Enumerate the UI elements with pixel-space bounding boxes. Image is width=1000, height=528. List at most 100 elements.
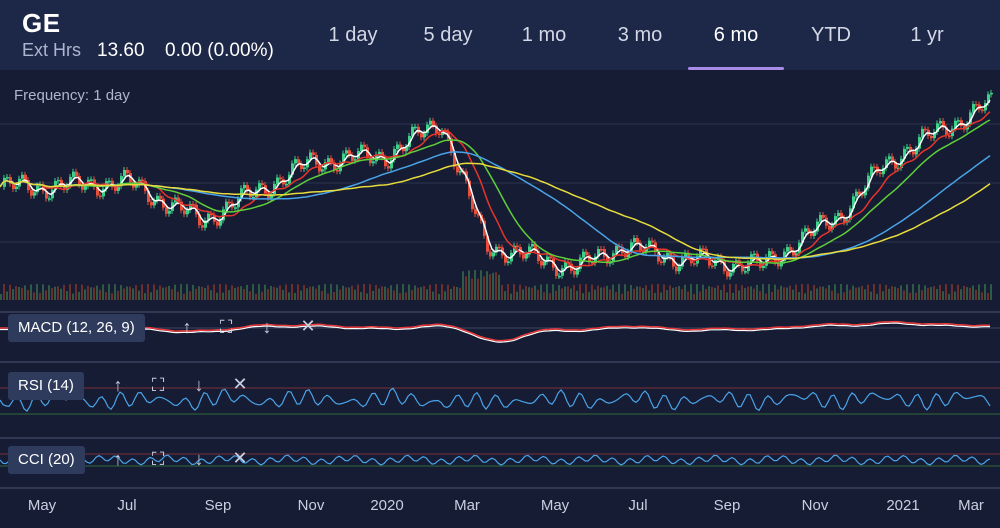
volume-bar	[600, 287, 602, 300]
volume-bar	[300, 290, 302, 300]
volume-bar	[156, 289, 158, 300]
volume-bar	[492, 272, 494, 300]
volume-bar	[858, 287, 860, 300]
arrow-up-icon[interactable]: ↑	[182, 317, 192, 337]
candle	[762, 265, 765, 268]
candle	[882, 168, 885, 175]
candle	[261, 183, 264, 186]
volume-bar	[837, 293, 839, 300]
moving-average-line	[0, 99, 991, 273]
volume-bar	[231, 285, 233, 300]
volume-bar	[174, 284, 176, 300]
candle	[309, 152, 312, 160]
volume-bar	[510, 293, 512, 300]
volume-bar	[528, 287, 530, 300]
expand-icon[interactable]: ⛶	[151, 375, 165, 395]
volume-bar	[756, 284, 758, 300]
volume-bar	[417, 287, 419, 300]
price-chart[interactable]	[0, 70, 1000, 528]
tab-3-mo[interactable]: 3 mo	[617, 24, 663, 46]
candle	[201, 225, 204, 228]
tab-1-yr[interactable]: 1 yr	[910, 24, 944, 46]
volume-bar	[777, 289, 779, 300]
candle	[273, 184, 276, 194]
candle	[330, 158, 333, 163]
volume-bar	[558, 285, 560, 300]
volume-bar	[579, 284, 581, 300]
volume-bar	[522, 289, 524, 300]
volume-bar	[432, 291, 434, 300]
candle	[672, 257, 675, 267]
close-icon[interactable]: ✕	[232, 448, 248, 468]
volume-bar	[759, 291, 761, 300]
volume-bar	[306, 288, 308, 300]
cci-label[interactable]: CCI (20)	[8, 446, 85, 474]
volume-bar	[723, 284, 725, 300]
arrow-down-icon[interactable]: ↓	[262, 317, 272, 337]
volume-bar	[534, 285, 536, 300]
tab-1-mo[interactable]: 1 mo	[521, 24, 567, 46]
volume-bar	[186, 284, 188, 300]
candle	[942, 121, 945, 128]
expand-icon[interactable]: ⛶	[151, 449, 165, 469]
candle	[804, 228, 807, 232]
candle	[915, 148, 918, 155]
arrow-down-icon[interactable]: ↓	[194, 375, 204, 395]
volume-bar	[564, 286, 566, 300]
candle	[537, 250, 540, 261]
candle	[777, 262, 780, 267]
candle	[783, 251, 786, 262]
candle	[192, 203, 195, 206]
candle	[15, 186, 18, 189]
volume-bar	[402, 284, 404, 300]
arrow-up-icon[interactable]: ↑	[113, 375, 123, 395]
tab-1-day[interactable]: 1 day	[328, 24, 378, 46]
volume-bar	[213, 284, 215, 300]
volume-bar	[873, 284, 875, 300]
volume-bar	[693, 293, 695, 300]
macd-label[interactable]: MACD (12, 26, 9)	[8, 314, 145, 342]
candle	[924, 128, 927, 131]
volume-bar	[621, 293, 623, 300]
close-icon[interactable]: ✕	[232, 374, 248, 394]
volume-bar	[822, 286, 824, 300]
candle	[33, 192, 36, 196]
volume-bar	[399, 293, 401, 300]
arrow-up-icon[interactable]: ↑	[113, 449, 123, 469]
volume-bar	[696, 284, 698, 300]
candle	[84, 186, 87, 190]
candle	[693, 263, 696, 265]
candle	[108, 180, 111, 183]
volume-bar	[456, 286, 458, 300]
volume-bar	[36, 284, 38, 300]
x-tick-label: Jul	[117, 497, 137, 514]
cci-line	[0, 454, 991, 466]
candle	[81, 185, 84, 190]
candle	[180, 201, 183, 211]
candle	[699, 248, 702, 257]
tab-6-mo[interactable]: 6 mo	[713, 24, 759, 46]
volume-bar	[519, 284, 521, 300]
volume-bar	[483, 276, 485, 300]
candle	[333, 162, 336, 170]
candle	[312, 152, 315, 155]
volume-bar	[636, 286, 638, 300]
candle	[492, 252, 495, 257]
rsi-label[interactable]: RSI (14)	[8, 372, 84, 400]
close-icon[interactable]: ✕	[300, 316, 316, 336]
volume-bar	[126, 286, 128, 300]
volume-bar	[363, 284, 365, 300]
candle	[573, 270, 576, 275]
candle	[723, 261, 726, 272]
volume-bar	[501, 284, 503, 300]
volume-bar	[12, 289, 14, 300]
candle	[744, 271, 747, 273]
tab-ytd[interactable]: YTD	[811, 24, 851, 46]
candle	[111, 180, 114, 187]
arrow-down-icon[interactable]: ↓	[194, 449, 204, 469]
expand-icon[interactable]: ⛶	[219, 317, 233, 337]
candle	[555, 267, 558, 277]
volume-bar	[615, 291, 617, 300]
volume-bar	[393, 290, 395, 300]
tab-5-day[interactable]: 5 day	[423, 24, 473, 46]
